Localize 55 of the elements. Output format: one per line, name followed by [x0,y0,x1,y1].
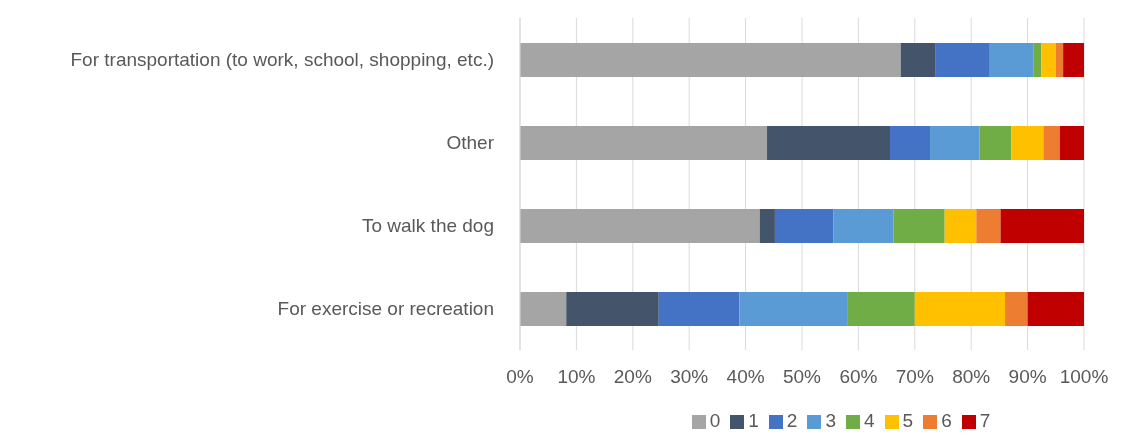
x-tick-label: 0% [506,366,534,388]
bar [1027,292,1084,326]
legend-label: 3 [825,410,836,431]
bar [759,209,775,243]
bar [1059,126,1084,160]
x-tick-label: 100% [1059,366,1109,388]
x-tick-label: 60% [839,366,878,388]
legend-label: 2 [786,410,798,431]
legend-label: 5 [902,410,914,431]
bar [889,126,931,160]
y-tick-label: To walk the dog [361,215,494,237]
bar [767,126,890,160]
x-tick-label: 70% [895,366,934,388]
bar [1063,43,1084,77]
y-tick-label: For transportation (to work, school, shopping, etc.) [70,49,494,71]
x-tick-label: 30% [670,366,709,388]
x-tick-label: 10% [557,366,596,388]
bar [739,292,848,326]
x-tick-label: 50% [782,366,822,388]
bar [1041,43,1056,77]
x-tick-label: 20% [613,366,652,388]
bar [520,126,768,160]
legend-label: 7 [979,410,991,431]
bar [976,209,1001,243]
bar [1005,292,1028,326]
bar [900,43,936,77]
bar [1033,43,1042,77]
bar [847,292,915,326]
legend-label: 0 [709,410,721,431]
bar [935,43,990,77]
bar [658,292,740,326]
bar [566,292,659,326]
bar [1043,126,1060,160]
bar [914,292,1006,326]
bar [520,43,901,77]
y-tick-label: Other [446,132,495,154]
bar [833,209,894,243]
x-tick-label: 90% [1008,366,1047,388]
y-tick-label: For exercise or recreation [277,298,494,320]
bar [979,126,1012,160]
legend-label: 6 [941,410,952,431]
bar [989,43,1034,77]
x-tick-label: 40% [726,366,765,388]
bar [930,126,980,160]
bar [1011,126,1044,160]
bar [520,292,567,326]
bar [520,209,760,243]
legend-label: 1 [748,410,759,431]
x-tick-label: 80% [952,366,991,388]
bar [774,209,834,243]
bar [1000,209,1084,243]
bar [1055,43,1064,77]
bar [944,209,977,243]
bar [893,209,945,243]
legend-label: 4 [864,410,875,431]
